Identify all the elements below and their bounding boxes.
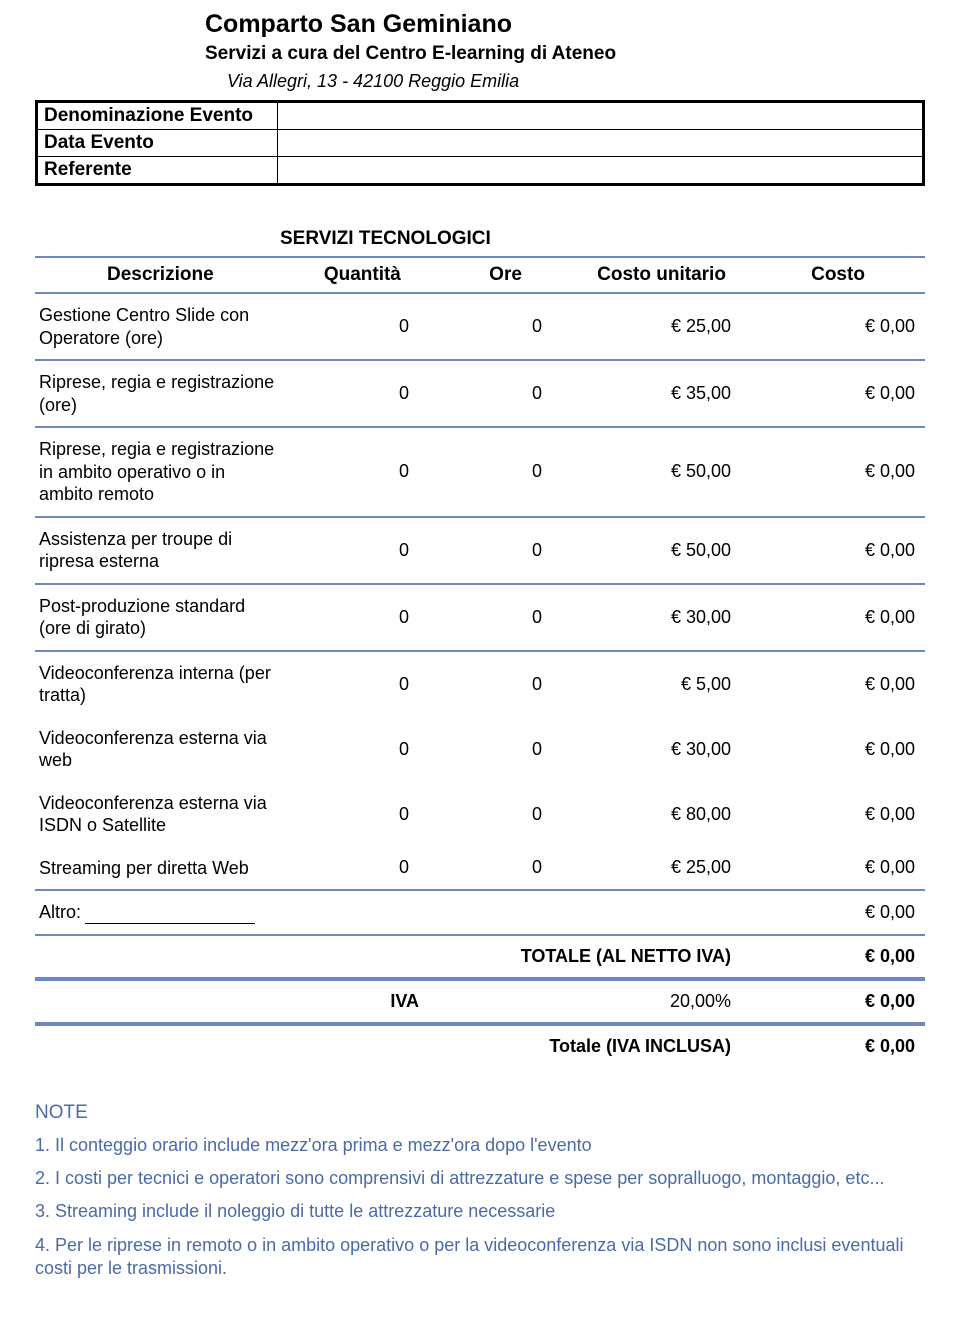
service-cost: € 0,00	[751, 847, 925, 891]
total-gross-label: Totale (IVA INCLUSA)	[286, 1024, 751, 1067]
service-cost: € 0,00	[751, 427, 925, 517]
service-ore: 0	[439, 293, 572, 360]
service-desc: Riprese, regia e registrazione in ambito…	[35, 427, 286, 517]
service-cost: € 0,00	[751, 782, 925, 847]
total-net-row: TOTALE (AL NETTO IVA) € 0,00	[35, 935, 925, 979]
service-unit-cost: € 50,00	[572, 427, 751, 517]
table-row: Riprese, regia e registrazione (ore)00€ …	[35, 360, 925, 427]
service-desc: Streaming per diretta Web	[35, 847, 286, 891]
iva-value: € 0,00	[751, 979, 925, 1024]
notes-list: 1. Il conteggio orario include mezz'ora …	[35, 1134, 925, 1281]
table-row: Assistenza per troupe di ripresa esterna…	[35, 517, 925, 584]
service-qty: 0	[286, 584, 439, 651]
service-unit-cost: € 80,00	[572, 782, 751, 847]
service-cost: € 0,00	[751, 293, 925, 360]
iva-label: IVA	[286, 979, 439, 1024]
page-title: Comparto San Geminiano	[205, 10, 925, 39]
event-data-label: Data Evento	[38, 130, 278, 156]
table-row: Riprese, regia e registrazione in ambito…	[35, 427, 925, 517]
note-item: 3. Streaming include il noleggio di tutt…	[35, 1200, 925, 1223]
total-net-value: € 0,00	[751, 935, 925, 979]
note-item: 1. Il conteggio orario include mezz'ora …	[35, 1134, 925, 1157]
service-qty: 0	[286, 517, 439, 584]
table-row: Videoconferenza esterna via web00€ 30,00…	[35, 717, 925, 782]
service-ore: 0	[439, 517, 572, 584]
service-cost: € 0,00	[751, 717, 925, 782]
service-qty: 0	[286, 847, 439, 891]
col-costo-unitario: Costo unitario	[572, 257, 751, 293]
service-desc: Gestione Centro Slide con Operatore (ore…	[35, 293, 286, 360]
service-cost: € 0,00	[751, 651, 925, 717]
altro-cost: € 0,00	[751, 890, 925, 935]
service-unit-cost: € 30,00	[572, 717, 751, 782]
col-costo: Costo	[751, 257, 925, 293]
services-table: Descrizione Quantità Ore Costo unitario …	[35, 256, 925, 1067]
event-denominazione-label: Denominazione Evento	[38, 103, 278, 129]
service-unit-cost: € 30,00	[572, 584, 751, 651]
service-qty: 0	[286, 360, 439, 427]
service-ore: 0	[439, 584, 572, 651]
service-cost: € 0,00	[751, 360, 925, 427]
page-address: Via Allegri, 13 - 42100 Reggio Emilia	[227, 71, 925, 92]
service-qty: 0	[286, 427, 439, 517]
service-qty: 0	[286, 651, 439, 717]
service-unit-cost: € 5,00	[572, 651, 751, 717]
event-data-value[interactable]	[278, 130, 922, 156]
table-row: Gestione Centro Slide con Operatore (ore…	[35, 293, 925, 360]
table-row: Videoconferenza esterna via ISDN o Satel…	[35, 782, 925, 847]
service-ore: 0	[439, 717, 572, 782]
note-item: 4. Per le riprese in remoto o in ambito …	[35, 1234, 925, 1281]
iva-rate: 20,00%	[439, 979, 751, 1024]
notes-heading: NOTE	[35, 1102, 925, 1124]
section-title: SERVIZI TECNOLOGICI	[280, 228, 925, 250]
altro-input-line[interactable]	[85, 906, 255, 924]
iva-row: IVA 20,00% € 0,00	[35, 979, 925, 1024]
service-ore: 0	[439, 847, 572, 891]
service-desc: Videoconferenza esterna via ISDN o Satel…	[35, 782, 286, 847]
service-desc: Riprese, regia e registrazione (ore)	[35, 360, 286, 427]
table-header-row: Descrizione Quantità Ore Costo unitario …	[35, 257, 925, 293]
event-referente-label: Referente	[38, 157, 278, 183]
col-descrizione: Descrizione	[35, 257, 286, 293]
page-subtitle: Servizi a cura del Centro E-learning di …	[205, 43, 925, 65]
service-cost: € 0,00	[751, 584, 925, 651]
service-desc: Post-produzione standard (ore di girato)	[35, 584, 286, 651]
event-denominazione-value[interactable]	[278, 103, 922, 129]
service-ore: 0	[439, 427, 572, 517]
service-qty: 0	[286, 717, 439, 782]
altro-row: Altro: € 0,00	[35, 890, 925, 935]
note-item: 2. I costi per tecnici e operatori sono …	[35, 1167, 925, 1190]
service-desc: Videoconferenza interna (per tratta)	[35, 651, 286, 717]
altro-label: Altro:	[39, 902, 81, 922]
service-unit-cost: € 25,00	[572, 293, 751, 360]
service-unit-cost: € 35,00	[572, 360, 751, 427]
service-ore: 0	[439, 651, 572, 717]
service-qty: 0	[286, 782, 439, 847]
total-gross-row: Totale (IVA INCLUSA) € 0,00	[35, 1024, 925, 1067]
table-row: Post-produzione standard (ore di girato)…	[35, 584, 925, 651]
service-desc: Assistenza per troupe di ripresa esterna	[35, 517, 286, 584]
table-row: Videoconferenza interna (per tratta)00€ …	[35, 651, 925, 717]
total-net-label: TOTALE (AL NETTO IVA)	[286, 935, 751, 979]
event-info-box: Denominazione Evento Data Evento Referen…	[35, 100, 925, 186]
service-ore: 0	[439, 782, 572, 847]
total-gross-value: € 0,00	[751, 1024, 925, 1067]
event-referente-value[interactable]	[278, 157, 922, 183]
service-ore: 0	[439, 360, 572, 427]
table-row: Streaming per diretta Web00€ 25,00€ 0,00	[35, 847, 925, 891]
service-qty: 0	[286, 293, 439, 360]
col-quantita: Quantità	[286, 257, 439, 293]
service-unit-cost: € 25,00	[572, 847, 751, 891]
service-desc: Videoconferenza esterna via web	[35, 717, 286, 782]
col-ore: Ore	[439, 257, 572, 293]
service-cost: € 0,00	[751, 517, 925, 584]
service-unit-cost: € 50,00	[572, 517, 751, 584]
